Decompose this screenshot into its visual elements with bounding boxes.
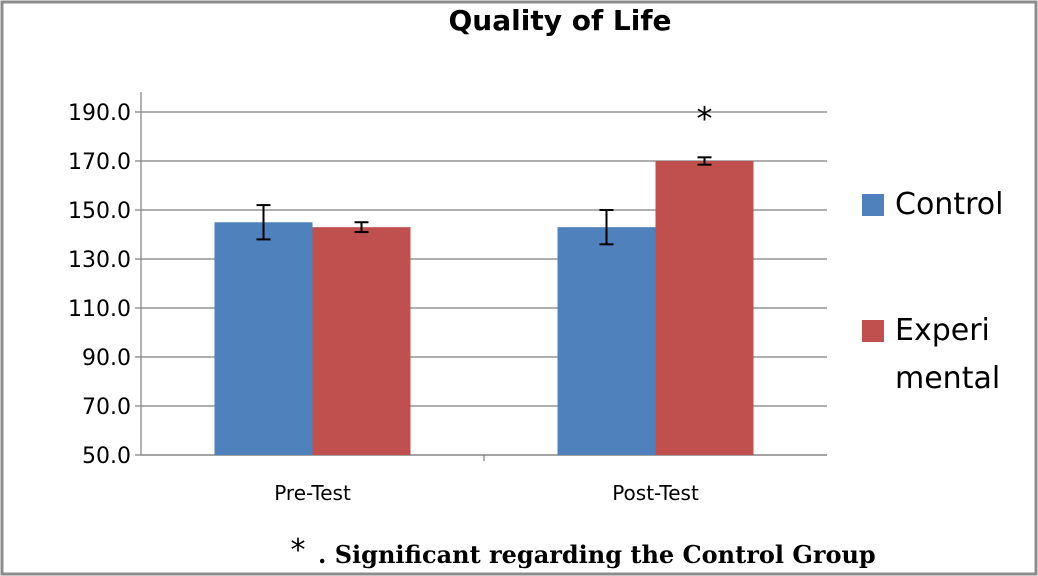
chart-title: Quality of Life (449, 4, 672, 37)
y-tick-label: 170.0 (68, 150, 131, 175)
bar (312, 227, 411, 455)
y-tick-label: 150.0 (68, 199, 131, 224)
footnote-text: . Significant regarding the Control Grou… (318, 540, 876, 569)
x-tick-labels: Pre-Test Post-Test (274, 481, 699, 505)
y-tick-label: 190.0 (68, 101, 131, 126)
y-tick-label: 110.0 (68, 297, 131, 322)
annotations: * (697, 99, 713, 137)
y-tick-label: 130.0 (68, 248, 131, 273)
legend-swatch (862, 194, 884, 216)
error-bars (256, 156, 712, 246)
y-tick-label: 70.0 (82, 395, 131, 420)
legend-label: mental (895, 361, 1000, 396)
x-tick-label: Post-Test (612, 481, 699, 505)
footnote-symbol: * (291, 533, 306, 568)
bars (214, 161, 754, 455)
x-tick-label: Pre-Test (274, 481, 351, 505)
legend-swatch (862, 320, 884, 342)
bar (214, 222, 313, 455)
legend-label: Experi (895, 313, 990, 348)
footnote: * . Significant regarding the Control Gr… (291, 533, 876, 569)
legend-label: Control (895, 187, 1003, 222)
y-tick-labels: 50.0 70.0 90.0 110.0 130.0 150.0 170.0 190.0 (68, 101, 131, 469)
y-tick-label: 90.0 (82, 346, 131, 371)
significance-marker: * (697, 99, 713, 137)
bar (557, 227, 656, 455)
legend: Control Experi mental (862, 187, 1003, 396)
y-tick-label: 50.0 (82, 444, 131, 469)
bar (655, 161, 754, 455)
